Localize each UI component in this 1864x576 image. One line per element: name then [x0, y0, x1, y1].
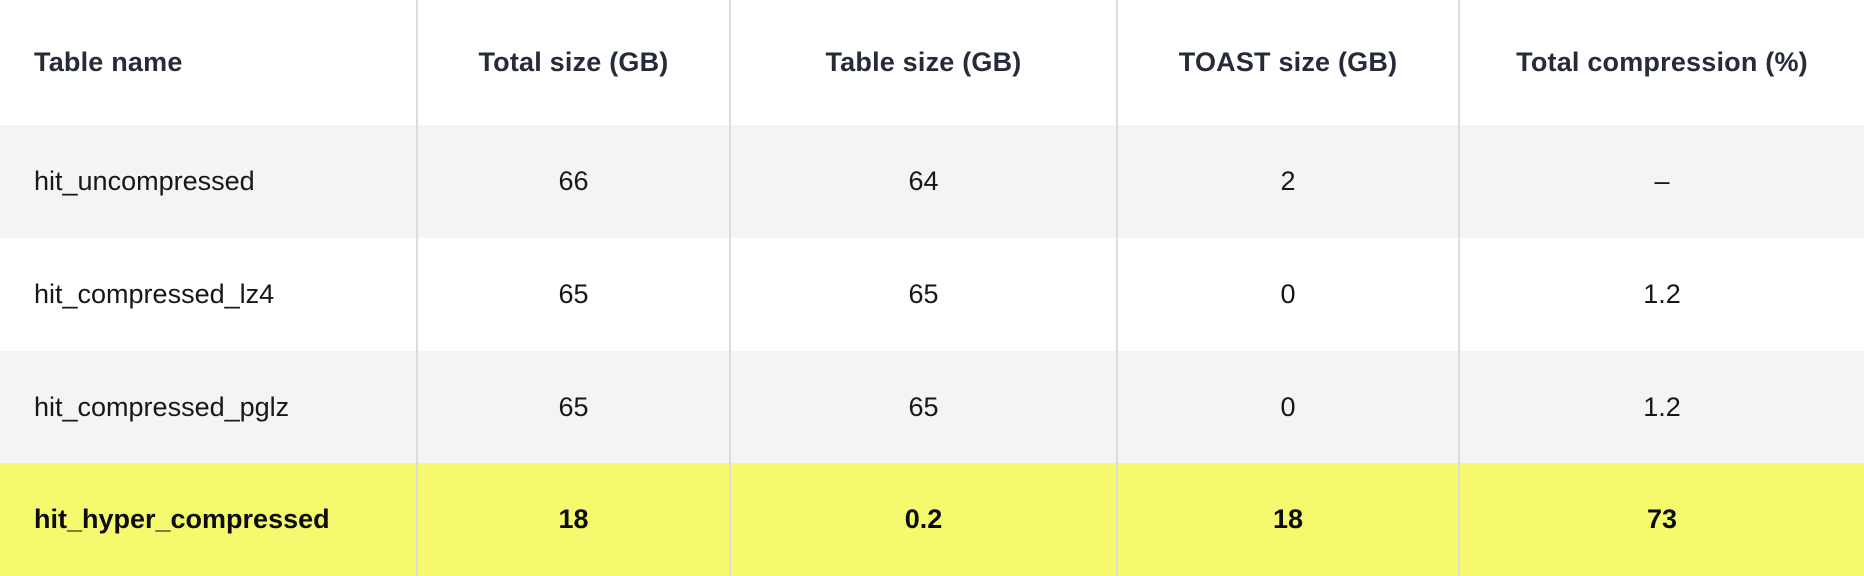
cell-table-size: 65	[729, 237, 1117, 351]
table-row: hit_uncompressed 66 64 2 –	[0, 125, 1864, 238]
cell-table-name: hit_uncompressed	[34, 166, 255, 197]
table-header: Table name Total size (GB) Table size (G…	[0, 0, 1864, 125]
cell-total-compression: –	[1458, 125, 1864, 238]
header-row: Table name Total size (GB) Table size (G…	[0, 0, 1864, 125]
cell-total-size: 65	[416, 237, 730, 351]
cell-table-name: hit_compressed_pglz	[34, 391, 290, 422]
table-row-highlighted: hit_hyper_compressed 18 0.2 18 73	[0, 463, 1864, 576]
cell-total-compression: 73	[1458, 463, 1864, 576]
cell-toast-size: 2	[1116, 125, 1459, 238]
cell-total-size: 65	[416, 350, 730, 464]
column-header-total-size: Total size (GB)	[416, 0, 730, 125]
cell-total-size: 66	[416, 125, 730, 238]
cell-table-name: hit_compressed_lz4	[34, 278, 275, 309]
column-header-toast-size: TOAST size (GB)	[1116, 0, 1459, 125]
cell-total-compression: 1.2	[1458, 237, 1864, 351]
column-header-total-compression: Total compression (%)	[1458, 0, 1864, 125]
cell-total-size: 18	[416, 463, 730, 576]
cell-toast-size: 18	[1116, 463, 1459, 576]
cell-toast-size: 0	[1116, 237, 1459, 351]
cell-table-size: 0.2	[729, 463, 1117, 576]
cell-table-size: 64	[729, 125, 1117, 238]
table-body: hit_uncompressed 66 64 2 – hit_compresse…	[0, 125, 1864, 576]
cell-total-compression: 1.2	[1458, 350, 1864, 464]
column-header-table-name: Table name	[34, 47, 183, 78]
cell-table-size: 65	[729, 350, 1117, 464]
table-row: hit_compressed_lz4 65 65 0 1.2	[0, 237, 1864, 351]
cell-table-name: hit_hyper_compressed	[34, 504, 330, 535]
table-row: hit_compressed_pglz 65 65 0 1.2	[0, 350, 1864, 464]
cell-toast-size: 0	[1116, 350, 1459, 464]
column-header-table-size: Table size (GB)	[729, 0, 1117, 125]
